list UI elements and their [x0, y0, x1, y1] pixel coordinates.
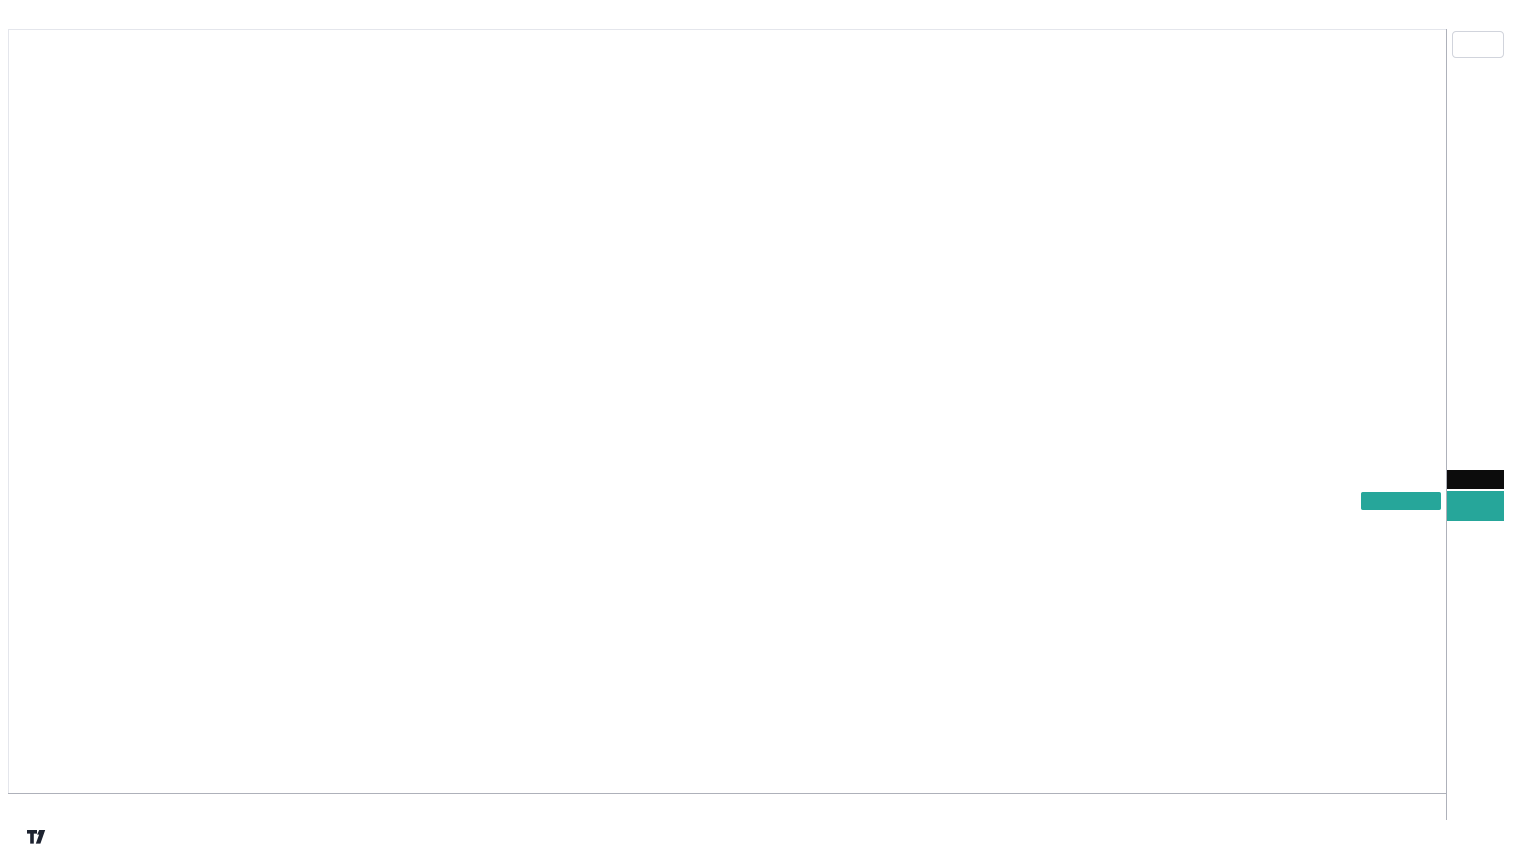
tradingview-logo[interactable] — [27, 830, 53, 845]
series-symbol-label — [1361, 492, 1441, 510]
tradingview-logo-icon — [27, 830, 46, 844]
plot-border-top — [8, 29, 1446, 30]
time-scale-separator — [8, 793, 1446, 794]
plot-border-left — [8, 29, 9, 793]
last-price-badge — [1447, 491, 1504, 521]
level-price-badge — [1447, 470, 1504, 489]
percent-scale-button[interactable] — [1452, 31, 1504, 58]
price-scale-separator — [1446, 29, 1447, 820]
